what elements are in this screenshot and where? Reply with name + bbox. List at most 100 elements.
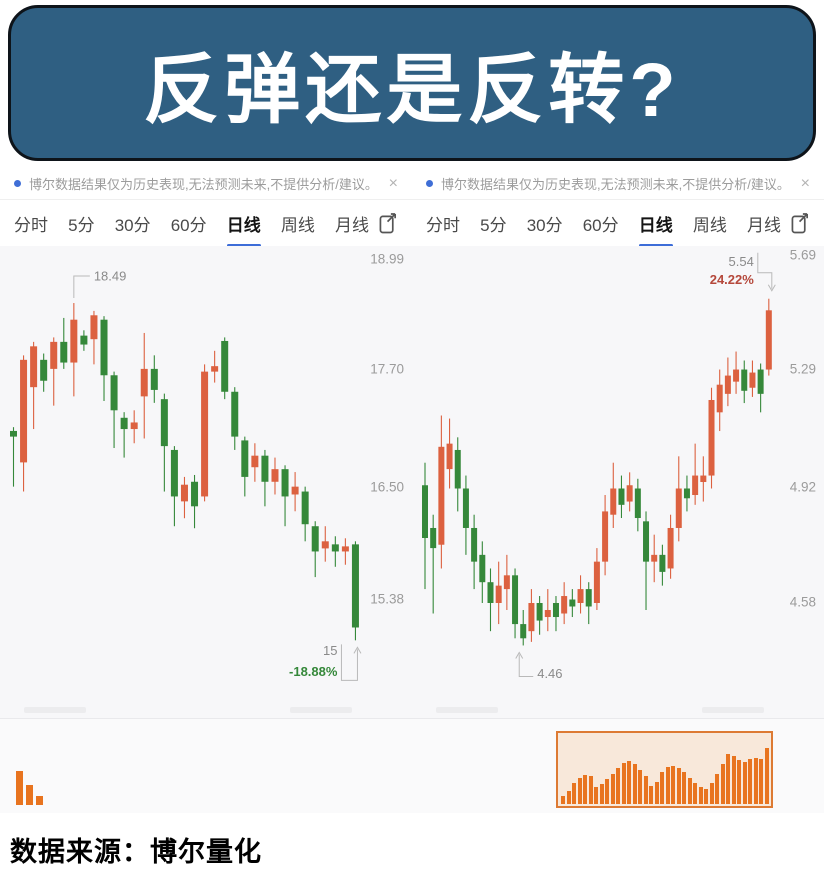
period-tab[interactable]: 60分 [582, 215, 619, 235]
volume-bar [594, 787, 598, 804]
candle-body [626, 485, 633, 502]
candlestick-chart-left: 18.99 17.70 16.50 15.38 18.49 15 -18.88% [0, 246, 412, 718]
volume-bar [753, 758, 758, 804]
candle-body [683, 488, 690, 499]
candle-body [471, 527, 478, 562]
candle-body [30, 346, 38, 388]
share-icon[interactable] [379, 212, 398, 235]
period-tab[interactable]: 30分 [526, 215, 563, 235]
period-tabs: 分时 5分 30分 60分 日线 周线 月线 [426, 198, 781, 249]
candle-body [618, 488, 625, 505]
candle-body [634, 488, 641, 519]
price-axis-label: 4.58 [790, 595, 816, 610]
divider [412, 718, 824, 719]
close-icon[interactable]: × [388, 174, 398, 192]
candle-body [261, 455, 269, 482]
candle-body [749, 372, 756, 388]
chart-annotation: 5.54 [729, 254, 754, 269]
candle-body [716, 384, 723, 413]
period-tab[interactable]: 5分 [68, 215, 95, 235]
price-axis-label: 17.70 [370, 362, 404, 377]
period-tab[interactable]: 分时 [426, 215, 460, 235]
candle-body [191, 481, 199, 507]
share-icon[interactable] [791, 212, 810, 235]
candle-body [487, 582, 494, 603]
disclaimer-bar: 博尔数据结果仅为历史表现,无法预测未来,不提供分析/建议。 × [0, 168, 412, 200]
date-label-faded [702, 707, 764, 713]
volume-bar [698, 787, 703, 804]
page-title: 反弹还是反转? [143, 48, 681, 133]
candle-body [291, 486, 299, 495]
candle-body [479, 554, 486, 583]
chart-annotation: 15 [323, 643, 337, 658]
price-axis-label: 16.50 [370, 480, 404, 495]
candle-body [520, 624, 527, 639]
period-tab[interactable]: 周线 [692, 215, 727, 235]
candle-body [569, 599, 576, 607]
period-tab[interactable]: 分时 [14, 215, 48, 235]
candle-body [733, 369, 740, 382]
price-axis-label: 18.99 [370, 252, 404, 267]
period-tab[interactable]: 日线 [227, 198, 261, 249]
candle-body [60, 341, 68, 363]
date-label-faded [436, 707, 498, 713]
period-tab[interactable]: 周线 [280, 215, 315, 235]
chart-annotation: 18.49 [94, 268, 127, 283]
volume-bar [572, 783, 576, 804]
disclaimer-text: 博尔数据结果仅为历史表现,无法预测未来,不提供分析/建议。 [29, 177, 378, 192]
period-tabs: 分时 5分 30分 60分 日线 周线 月线 [14, 198, 369, 249]
period-tab[interactable]: 5分 [480, 215, 507, 235]
volume-bar [16, 771, 23, 805]
period-tab[interactable]: 月线 [334, 215, 369, 235]
candle-body [331, 544, 339, 552]
candle-body [110, 375, 118, 411]
candle-body [170, 449, 178, 497]
candle-body [40, 359, 48, 381]
candle-body [80, 335, 88, 345]
period-tab-bar: 分时 5分 30分 60分 日线 周线 月线 [0, 200, 412, 246]
volume-bar [764, 748, 769, 804]
volume-bar [715, 774, 719, 804]
candle-body [341, 546, 349, 552]
candle-body [741, 369, 748, 391]
volume-bar [621, 763, 626, 804]
volume-bar [577, 778, 582, 804]
candle-body [675, 488, 682, 528]
volume-bar [561, 796, 565, 804]
candle-body [160, 399, 168, 447]
candle-body [708, 399, 715, 476]
candle-body [561, 596, 568, 614]
period-tab-bar: 分时 5分 30分 60分 日线 周线 月线 [412, 200, 824, 246]
volume-bar [588, 776, 593, 804]
candle-body [462, 488, 469, 528]
candle-body [100, 319, 108, 376]
chart-panel-right: 博尔数据结果仅为历史表现,无法预测未来,不提供分析/建议。 × 分时 5分 30分 6… [412, 168, 824, 813]
info-dot-icon [426, 180, 433, 187]
candle-body [10, 430, 17, 437]
volume-bar [627, 761, 631, 804]
candle-body [724, 375, 731, 394]
date-label-faded [24, 707, 86, 713]
candle-body [446, 443, 453, 470]
volume-bar [26, 785, 33, 805]
candle-body [90, 315, 98, 340]
candle-body [528, 603, 535, 632]
candle-body [20, 359, 28, 463]
candle-body [651, 554, 658, 562]
candle-body [120, 417, 128, 430]
candle-body [757, 369, 764, 394]
candle-body [321, 541, 329, 549]
candle-body [659, 554, 666, 572]
volume-bar [726, 754, 730, 804]
period-tab[interactable]: 60分 [170, 215, 207, 235]
volume-bar [671, 766, 675, 804]
candle-body [201, 371, 209, 497]
volume-bar [605, 779, 609, 804]
period-tab[interactable]: 月线 [746, 215, 781, 235]
candle-body [585, 589, 592, 607]
close-icon[interactable]: × [800, 174, 810, 192]
volume-bar [693, 783, 697, 804]
period-tab[interactable]: 30分 [114, 215, 151, 235]
candle-body [311, 526, 319, 552]
period-tab[interactable]: 日线 [639, 198, 673, 249]
